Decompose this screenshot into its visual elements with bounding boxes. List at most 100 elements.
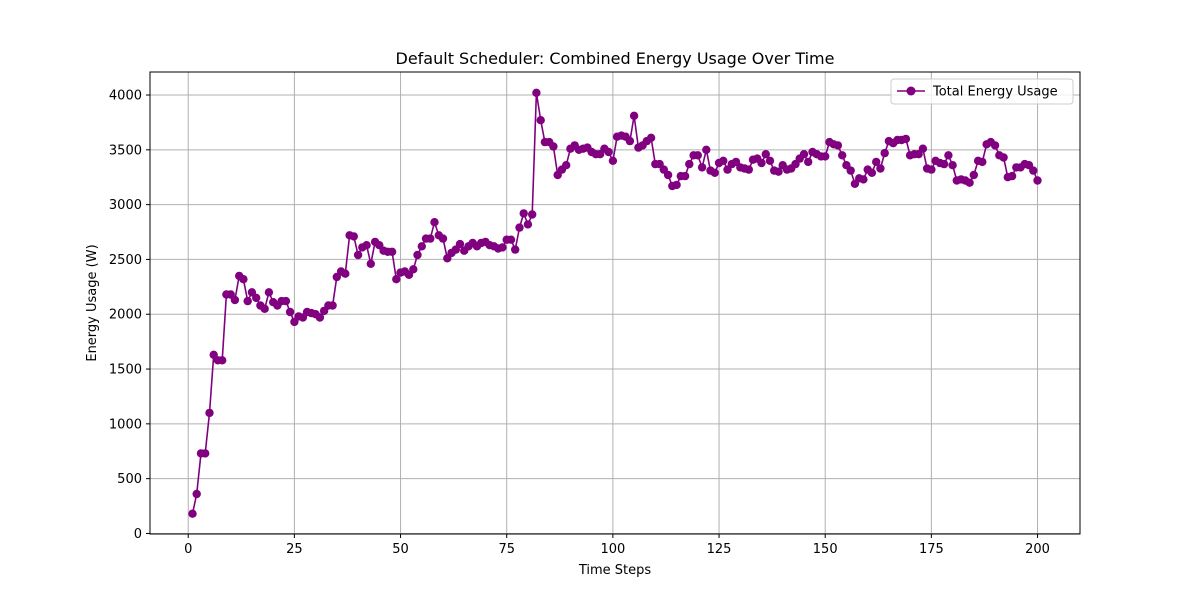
data-point: [625, 136, 635, 146]
data-point: [761, 150, 770, 159]
y-axis-label: Energy Usage (W): [85, 244, 100, 361]
data-point: [264, 288, 274, 297]
y-tick-label: 500: [117, 472, 142, 487]
data-point: [918, 144, 928, 153]
chart-title: Default Scheduler: Combined Energy Usage…: [396, 49, 835, 68]
data-point: [965, 178, 974, 187]
x-tick-label: 50: [392, 542, 409, 557]
data-point: [939, 159, 949, 169]
data-point: [744, 165, 753, 174]
data-point: [969, 170, 978, 180]
data-point: [387, 247, 397, 256]
data-point: [944, 151, 953, 160]
data-point: [663, 170, 673, 180]
data-point: [833, 141, 843, 150]
data-point: [205, 408, 214, 418]
data-point: [523, 220, 533, 229]
data-point: [872, 157, 881, 167]
data-point: [846, 166, 855, 175]
data-point: [341, 269, 350, 278]
data-point: [515, 223, 524, 232]
data-point: [774, 167, 783, 176]
y-tick-label: 1000: [109, 417, 142, 432]
data-point: [880, 148, 889, 158]
data-point: [990, 141, 1000, 150]
x-tick-label: 125: [707, 542, 732, 557]
y-tick-label: 0: [134, 527, 142, 542]
data-point: [315, 313, 325, 322]
data-point: [562, 161, 571, 170]
data-point: [366, 259, 375, 268]
y-tick-label: 2500: [109, 253, 142, 268]
legend: Total Energy Usage: [890, 78, 1074, 105]
data-point: [218, 356, 227, 365]
data-point: [697, 163, 707, 172]
data-point: [1007, 171, 1017, 181]
grid: [150, 72, 1080, 534]
data-point: [230, 295, 240, 305]
x-tick-label: 150: [813, 542, 838, 557]
data-point: [719, 156, 728, 165]
data-point: [867, 168, 877, 177]
data-point: [511, 245, 520, 254]
y-tick-label: 1500: [109, 363, 142, 378]
data-point: [426, 234, 435, 243]
x-tick-label: 25: [286, 542, 303, 557]
data-point: [285, 307, 295, 317]
data-point: [604, 147, 613, 157]
data-point: [188, 509, 197, 518]
data-point: [260, 304, 269, 313]
data-point: [506, 235, 516, 244]
data-point: [702, 145, 711, 154]
data-point: [549, 142, 558, 151]
data-point: [438, 234, 448, 243]
x-tick-label: 175: [919, 542, 944, 557]
data-point: [536, 116, 545, 125]
data-point: [349, 232, 358, 241]
data-point: [838, 151, 847, 160]
data-point: [528, 210, 537, 219]
y-tick-label: 3500: [109, 143, 142, 158]
x-axis-ticks: 0 25 50 75 100 125 150 175 200: [184, 534, 1050, 557]
data-point: [417, 242, 426, 251]
x-tick-label: 75: [498, 542, 515, 557]
data-point: [392, 275, 401, 284]
data-point: [192, 489, 201, 499]
data-point: [409, 265, 418, 274]
data-point: [948, 161, 957, 170]
legend-marker-swatch: [906, 86, 916, 96]
data-point: [328, 301, 337, 310]
data-point: [629, 111, 639, 121]
data-point: [672, 180, 681, 190]
data-point: [201, 449, 210, 458]
data-point: [239, 275, 248, 284]
data-point: [710, 168, 719, 177]
legend-label: Total Energy Usage: [932, 85, 1058, 100]
data-point: [413, 250, 422, 260]
data-point: [646, 133, 656, 142]
data-point: [927, 165, 936, 174]
data-point: [804, 157, 813, 167]
data-point: [362, 241, 371, 250]
data-point: [859, 175, 868, 184]
data-point: [799, 150, 809, 159]
data-point: [1033, 176, 1042, 185]
data-point: [455, 239, 465, 249]
x-tick-label: 200: [1025, 542, 1050, 557]
y-tick-label: 3000: [109, 198, 142, 213]
data-point: [685, 159, 694, 169]
legend-box: [890, 78, 1074, 105]
data-point: [757, 158, 766, 168]
data-point: [999, 153, 1008, 162]
data-point: [680, 171, 690, 181]
data-point: [901, 134, 911, 144]
data-point: [765, 156, 775, 165]
data-point: [532, 88, 541, 98]
y-tick-label: 4000: [109, 89, 142, 104]
data-point: [876, 164, 885, 173]
data-point: [519, 209, 528, 218]
data-point: [1029, 166, 1038, 175]
y-tick-label: 2000: [109, 308, 142, 323]
data-point: [821, 152, 830, 161]
